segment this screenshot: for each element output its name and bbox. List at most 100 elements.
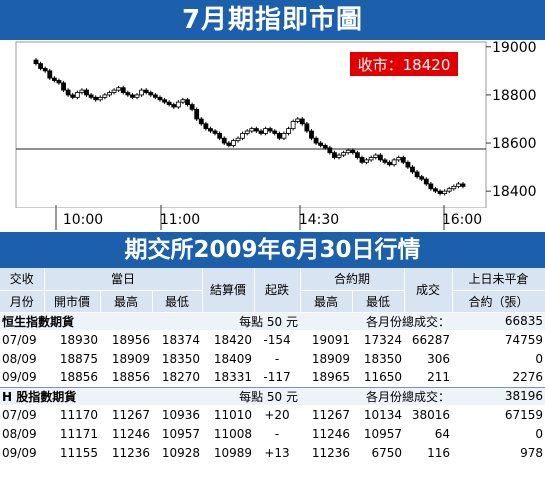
section-header: H 股指數期貨 每點 50 元各月份總成交： 38196	[0, 386, 545, 405]
table-cell: 18909	[111, 351, 150, 366]
candle-body	[189, 104, 195, 110]
table-cell: 11171	[59, 426, 98, 441]
candle-body	[410, 166, 415, 173]
table-cell: 09/09	[2, 445, 37, 460]
candle-body	[70, 94, 76, 98]
point-value: 每點 50 元	[202, 386, 300, 405]
x-tick-label: 14:30	[299, 212, 339, 228]
candle-body	[148, 92, 154, 96]
section-name: 恒生指數期貨	[0, 312, 202, 330]
candle-body	[313, 137, 319, 144]
table-cell: 18350	[363, 351, 403, 366]
table-cell: 74759	[504, 332, 544, 347]
candle-body	[79, 89, 85, 93]
candle-body	[364, 159, 369, 163]
candle-body	[226, 142, 232, 146]
candle-body	[61, 82, 66, 91]
table-cell: 18856	[59, 370, 98, 385]
chart-title: 7月期指即市圖	[0, 0, 545, 40]
table-cell: 18965	[311, 370, 350, 385]
candle-body	[107, 92, 112, 96]
candle-body	[217, 133, 223, 139]
candle-body	[387, 161, 392, 166]
table-cell: 10936	[161, 407, 200, 422]
candle-body	[341, 152, 347, 156]
candle-body	[377, 154, 383, 161]
table-cell: 116	[427, 445, 451, 460]
candle-body	[309, 130, 314, 139]
candle-body	[125, 92, 131, 96]
table-row: 07/09 11170 11267 10936 11010 +20 11267 10134 38…	[0, 405, 545, 424]
candle-body	[456, 183, 461, 187]
total-volume-value: 38196	[452, 386, 545, 405]
table-cell: 18420	[213, 332, 252, 347]
intraday-chart: 19000 18800 18600 18400 10:00 11:00 14:30 16:0…	[0, 40, 545, 232]
col-header-contract-low: 最低	[352, 290, 405, 313]
table-cell: 11267	[311, 407, 350, 422]
table-row: 09/09 11155 11236 10928 10989 +13 11236 6750 116…	[0, 443, 545, 462]
table-cell: 10989	[213, 445, 252, 460]
section-name: H 股指數期貨	[0, 386, 202, 405]
candle-body	[304, 123, 310, 132]
candle-body	[208, 128, 213, 132]
candle-body	[231, 140, 236, 146]
candle-body	[102, 94, 108, 98]
candle-body	[143, 89, 149, 93]
col-header-open: 開市價	[44, 290, 101, 313]
table-cell: 0	[535, 426, 544, 441]
table-cell: 08/09	[2, 426, 37, 441]
candle-body	[286, 128, 291, 134]
table-cell: 10134	[363, 407, 403, 422]
table-cell: 07/09	[2, 407, 37, 422]
table-cell: 07/09	[2, 332, 37, 347]
col-header-month-2: 月份	[0, 290, 45, 313]
col-header-change: 起跌	[254, 268, 301, 313]
col-header-volume: 成交	[404, 268, 453, 313]
col-header-month: 交收	[0, 268, 45, 291]
candle-body	[368, 157, 374, 161]
y-tick-label: 18600	[492, 136, 537, 152]
candle-body	[400, 157, 406, 163]
candle-body	[38, 63, 43, 69]
table-cell: 18956	[111, 332, 150, 347]
candle-body	[263, 128, 268, 134]
candle-body	[442, 190, 448, 194]
candle-body	[185, 99, 190, 105]
candle-body	[130, 94, 135, 98]
table-cell: 19091	[311, 332, 350, 347]
candle-body	[240, 133, 246, 139]
table-cell: 978	[520, 445, 544, 460]
table-cell: 11236	[111, 445, 150, 460]
table-cell: 11650	[363, 370, 403, 385]
table-cell: 18930	[59, 332, 98, 347]
table-cell: 11246	[311, 426, 350, 441]
table-cell: -	[274, 351, 280, 366]
table-cell: 10957	[161, 426, 200, 441]
candle-body	[194, 108, 200, 120]
table-cell: 10928	[161, 445, 200, 460]
candle-body	[451, 185, 457, 190]
table-cell: 64	[434, 426, 451, 441]
table-cell: 67159	[504, 407, 544, 422]
close-badge-text: 收市：18420	[358, 56, 451, 74]
total-volume-label: 各月份總成交：	[300, 386, 453, 405]
candle-body	[332, 152, 337, 158]
candle-body	[318, 142, 324, 146]
candle-body	[290, 120, 296, 130]
table-cell: 18875	[59, 351, 98, 366]
table-cell: 18856	[111, 370, 150, 385]
candle-body	[166, 101, 172, 105]
table-cell: -117	[263, 370, 291, 385]
col-header-high: 最高	[100, 290, 153, 313]
table-cell: 11010	[213, 407, 252, 422]
table-row: 08/09 11171 11246 10957 11008 - 11246 10957 64 0	[0, 424, 545, 443]
market-table: 交收 當日 結算價 起跌 合約期 成交 上日未平倉 月份 開市價 最高 最低 最…	[0, 268, 545, 462]
candle-body	[281, 133, 287, 139]
chart-svg: 19000 18800 18600 18400 10:00 11:00 14:30 16:0…	[14, 40, 537, 230]
candle-body	[350, 149, 356, 154]
table-cell: 11155	[59, 445, 98, 460]
table-cell: -154	[263, 332, 291, 347]
candle-body	[276, 133, 282, 139]
candle-body	[65, 89, 71, 96]
table-cell: 306	[427, 351, 451, 366]
